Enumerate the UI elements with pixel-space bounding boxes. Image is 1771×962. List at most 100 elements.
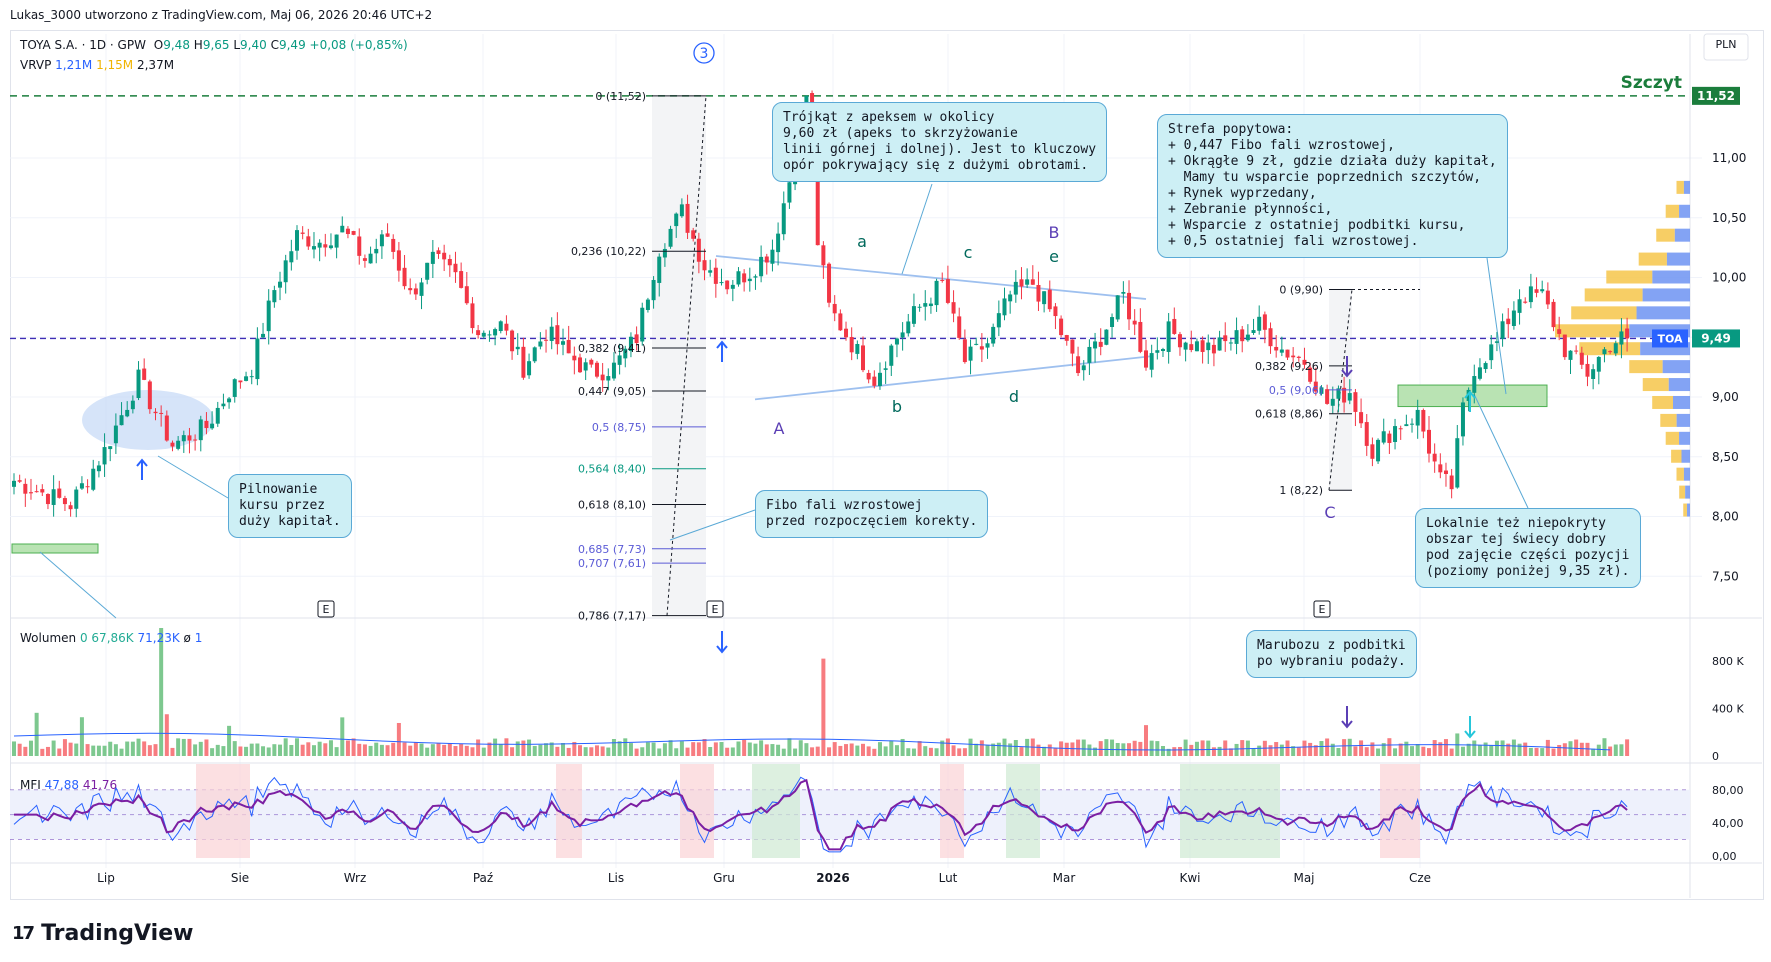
volume-bar	[719, 742, 724, 756]
vrvp-bar-up	[1683, 180, 1690, 194]
volume-bar	[261, 746, 266, 756]
candle-body	[861, 345, 865, 371]
candle-body	[549, 326, 554, 341]
volume-bar	[583, 747, 588, 756]
volume-bar	[838, 745, 843, 756]
candle-body	[1381, 431, 1386, 443]
volume-bar	[1081, 739, 1086, 756]
volume-bar	[153, 744, 158, 756]
candle-body	[849, 337, 854, 353]
time-tick-label: Wrz	[344, 871, 367, 885]
price-tick-label: 10,00	[1712, 271, 1746, 285]
candle-body	[685, 203, 690, 233]
volume-bar	[1460, 746, 1465, 756]
vrvp-bar-down	[1676, 467, 1684, 481]
vrvp-legend[interactable]: VRVP 1,21M 1,15M 2,37M	[20, 58, 174, 72]
volume-bar	[147, 745, 152, 756]
volume-bar	[464, 745, 469, 756]
volume-bar	[844, 744, 849, 756]
volume-bar	[1200, 740, 1205, 756]
candle-body	[713, 267, 718, 284]
candle-body	[628, 336, 633, 352]
volume-bar	[917, 741, 922, 756]
high-value: 9,65	[202, 38, 230, 52]
candle-body	[498, 321, 503, 332]
volume-bar	[1025, 738, 1030, 756]
candle-body	[79, 483, 84, 489]
volume-bar	[368, 745, 373, 756]
vrvp-bar-down	[1665, 204, 1680, 218]
candle-body	[136, 369, 141, 399]
volume-bar	[962, 748, 967, 756]
candle-body	[1393, 426, 1398, 443]
candle-body	[210, 423, 215, 429]
candle-body	[391, 238, 396, 252]
volume-bar	[62, 739, 67, 756]
volume-bar	[1144, 725, 1148, 756]
volume-bar	[979, 740, 984, 756]
candle-body	[1517, 299, 1522, 313]
volume-bar	[968, 738, 973, 756]
volume-bar	[810, 747, 815, 756]
volume-bar	[821, 658, 826, 756]
candle-body	[1025, 279, 1030, 285]
mfi-legend[interactable]: MFI 47,88 41,76	[20, 778, 117, 792]
volume-bar	[1477, 745, 1482, 756]
candle-body	[617, 355, 622, 365]
volume-bar	[1489, 745, 1494, 756]
volume-bar	[713, 742, 718, 756]
candle-body	[1613, 343, 1618, 354]
volume-bar	[611, 739, 616, 756]
candle-body	[821, 245, 826, 266]
volume-bar	[385, 745, 390, 756]
volume-bar	[877, 742, 882, 756]
candle-body	[1364, 422, 1369, 446]
candle-body	[408, 288, 413, 291]
volume-legend[interactable]: Wolumen 0 67,86K 71,23K ø 1	[20, 631, 202, 645]
volume-bar	[1223, 740, 1228, 756]
peak-label: Szczyt	[1621, 73, 1682, 93]
candle-body	[1234, 330, 1239, 344]
volume-bar	[408, 745, 413, 756]
note-fibo: Fibo fali wzrostowej przed rozpoczęciem …	[755, 490, 989, 538]
volume-bar	[725, 747, 730, 756]
tradingview-logo[interactable]: 17 TradingView	[12, 921, 193, 946]
volume-bar	[447, 743, 452, 756]
candle-body	[442, 252, 447, 260]
candle-body	[527, 361, 532, 376]
price-tick-label: 11,00	[1712, 151, 1746, 165]
volume-bar	[832, 742, 837, 756]
vrvp-bar-up	[1676, 413, 1690, 427]
volume-bar	[1562, 743, 1567, 756]
volume-bar	[108, 741, 113, 756]
volume-bar	[1138, 741, 1143, 756]
candle-body	[1387, 433, 1392, 443]
candle-body	[96, 465, 101, 472]
annotations: 3 a b c d e A B C E E E	[136, 42, 1476, 739]
volume-bar	[311, 745, 316, 756]
candle-body	[1172, 318, 1177, 334]
candle-body	[1138, 321, 1143, 352]
candle-body	[510, 330, 515, 352]
volume-bar	[374, 742, 379, 756]
volume-label: Wolumen	[20, 631, 77, 645]
candle-body	[877, 372, 882, 386]
volume-bar	[1302, 740, 1307, 756]
volume-bar	[1042, 746, 1047, 756]
vrvp-bar-down	[1584, 288, 1643, 302]
callout-line	[157, 455, 229, 499]
fib-level-label: 0,707 (7,61)	[578, 557, 646, 570]
vrvp-bar-down	[1642, 378, 1669, 392]
volume-bar	[402, 742, 407, 756]
fib-level-label: 0,236 (10,22)	[571, 245, 646, 258]
candle-body	[1200, 340, 1205, 352]
candle-body	[962, 339, 967, 363]
volume-bar	[1443, 739, 1448, 756]
candle-body	[1262, 314, 1267, 330]
candle-body	[634, 334, 639, 344]
callout-line	[39, 551, 117, 619]
close-value: 9,49	[278, 38, 306, 52]
volume-bar	[679, 741, 684, 756]
volume-bar	[1393, 748, 1398, 756]
ohlc-legend[interactable]: TOYA S.A. · 1D · GPW O9,48 H9,65 L9,40 C…	[20, 38, 408, 52]
